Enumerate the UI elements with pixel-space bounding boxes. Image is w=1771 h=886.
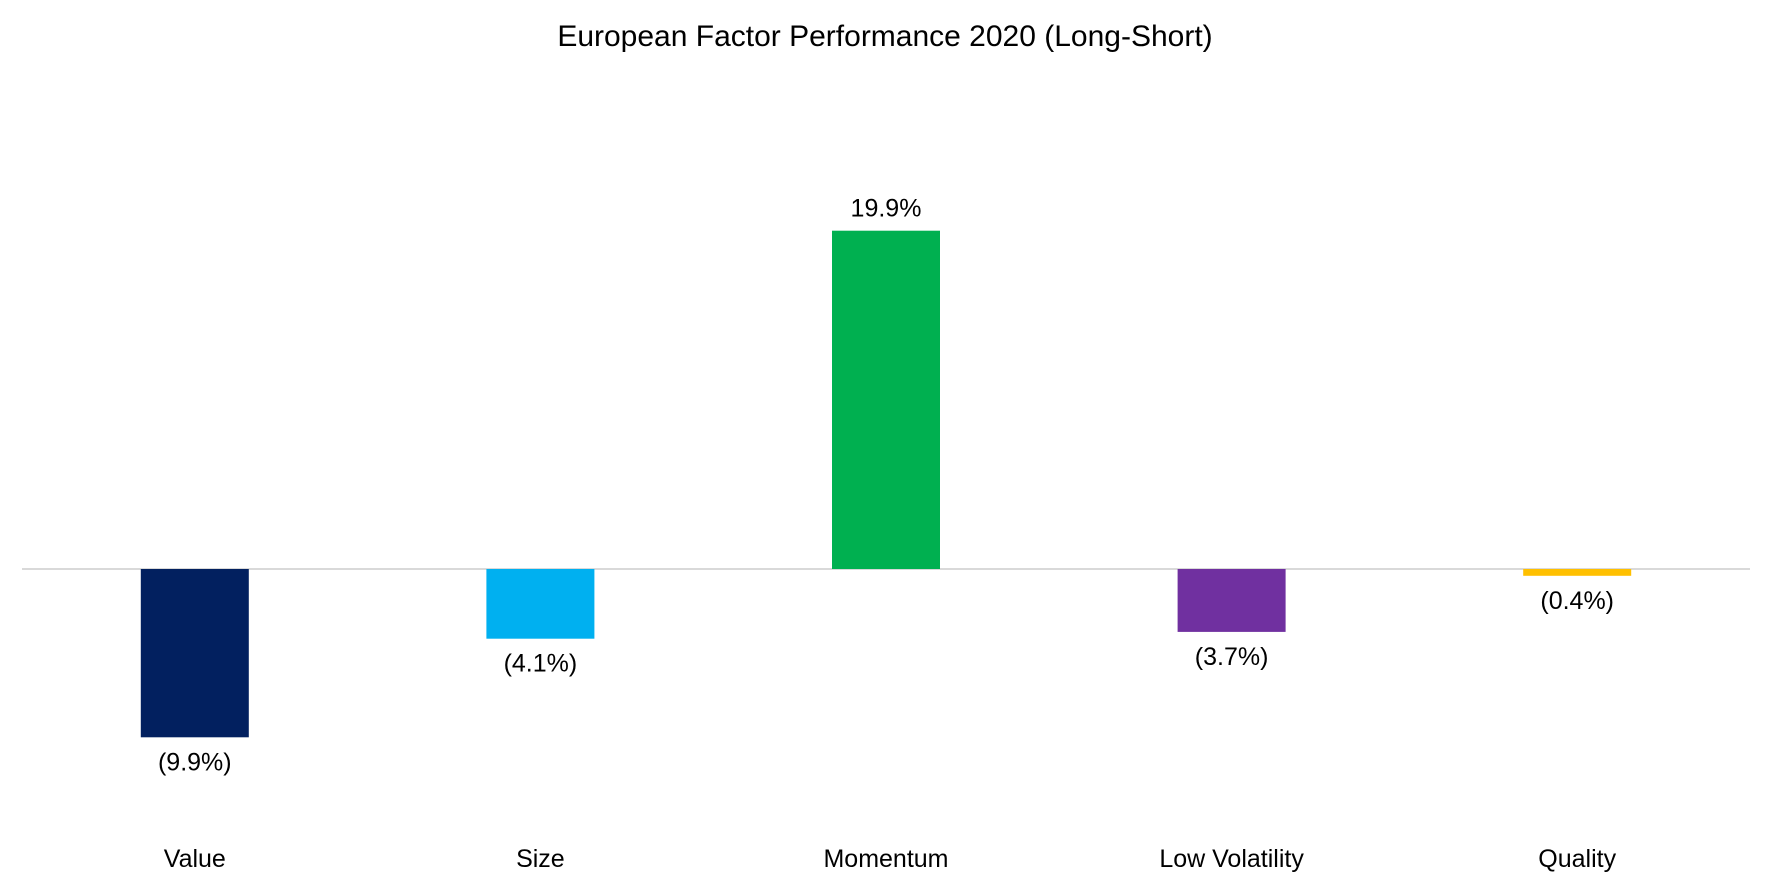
category-label-quality: Quality <box>1538 845 1616 873</box>
data-label-value: (9.9%) <box>158 748 232 776</box>
category-label-momentum: Momentum <box>823 845 948 873</box>
data-label-size: (4.1%) <box>504 650 578 678</box>
data-labels-layer: (9.9%) (4.1%) 19.9% (3.7%) (0.4%) <box>158 195 1614 777</box>
bar-quality <box>1523 569 1632 576</box>
category-label-size: Size <box>516 845 565 873</box>
bar-momentum <box>832 230 940 569</box>
chart-title: European Factor Performance 2020 (Long-S… <box>557 20 1212 53</box>
bar-value <box>140 569 249 738</box>
bar-size <box>486 569 595 639</box>
bar-low-volatility <box>1177 569 1286 632</box>
category-label-low-volatility: Low Volatility <box>1159 845 1304 873</box>
category-label-value: Value <box>164 845 226 873</box>
bars-layer <box>140 230 1632 738</box>
data-label-quality: (0.4%) <box>1540 587 1614 615</box>
category-labels-layer: Value Size Momentum Low Volatility Quality <box>164 845 1617 873</box>
data-label-low-volatility: (3.7%) <box>1195 643 1269 671</box>
data-label-momentum: 19.9% <box>851 195 922 223</box>
